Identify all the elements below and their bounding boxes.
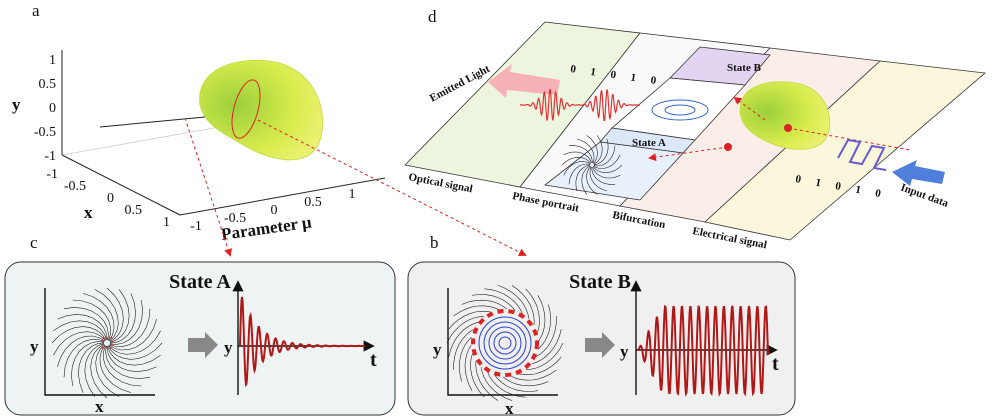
x-tick-label: 0.5 [125,203,143,218]
arrow [185,118,230,255]
axis-label: x [505,399,514,418]
panel-label: a [32,1,40,20]
y-tick-label: 1 [49,53,56,68]
mu-tick-label: 1 [349,187,356,202]
axis-label: y [12,95,21,114]
input-arrow [892,160,945,186]
y-tick-label: 0.5 [39,77,57,92]
panel-c: State A y x y t [5,262,395,416]
mu-tick-label: 0.5 [304,195,322,210]
mu-tick-label: -1 [190,219,202,234]
y-tick-label: 0 [49,101,56,116]
axis-label: x [95,397,104,416]
y-tick-label: -1 [44,149,56,164]
panel-title: State B [569,271,631,293]
x-tick-label: 1 [163,215,170,230]
x-tick-label: -1 [46,167,58,182]
state-label: State A [632,137,666,149]
mu-tick-label: 0 [271,203,278,218]
axis-label: y [620,342,629,361]
state-label: State B [727,62,762,74]
mu-tick-label: -0.5 [224,211,246,226]
y-tick-label: -0.5 [34,125,56,140]
x-tick-label: 0 [107,191,114,206]
trajectory [100,117,205,127]
axis-label: t [772,353,779,375]
panel-label: d [428,7,437,26]
panel-label: c [30,233,38,252]
axis-label: t [370,349,377,371]
axis-label: x [84,203,93,222]
panel-title: State A [169,271,231,293]
axis-label: y [224,338,233,357]
axis-label: y [433,340,442,359]
axis-label: y [30,337,39,356]
panel-b: State B y x y t [408,262,795,418]
panel-label: b [430,233,439,252]
figure: a y x Parameter μ 10.50-0.5-1-1-0.500.51… [0,0,996,418]
input-label: Input data [899,182,950,210]
bifurcation-surface [200,60,323,160]
panel-d: d State B State A Emitted Light 0 1 0 1 … [405,7,985,251]
x-tick-label: -0.5 [64,179,86,194]
